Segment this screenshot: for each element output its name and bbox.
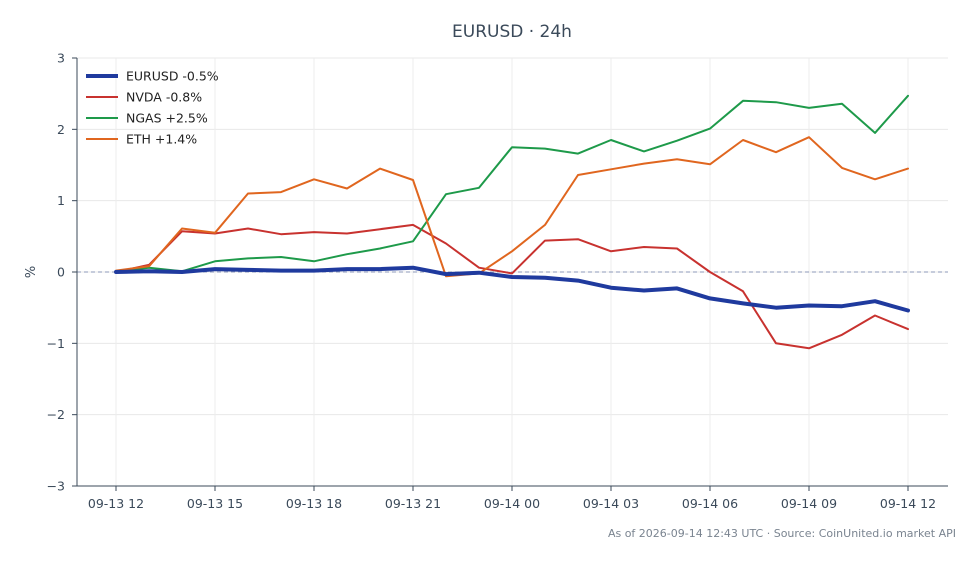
series-line-ngas xyxy=(115,94,909,273)
legend: EURUSD -0.5% NVDA -0.8% NGAS +2.5% ETH +1.4… xyxy=(86,69,219,147)
y-tick-label: 3 xyxy=(57,51,65,66)
footer-source: As of 2026-09-14 12:43 UTC · Source: Coi… xyxy=(608,527,956,540)
y-tick-label: 2 xyxy=(57,122,65,137)
y-tick-label: −1 xyxy=(47,336,65,351)
chart-title: EURUSD · 24h xyxy=(452,22,572,42)
legend-label-eth: ETH +1.4% xyxy=(126,132,197,147)
x-tick-label: 09-14 06 xyxy=(682,496,738,511)
series-line-eurusd xyxy=(114,265,910,313)
x-tick-label: 09-14 00 xyxy=(484,496,540,511)
legend-label-ngas: NGAS +2.5% xyxy=(126,111,208,126)
series-line-nvda xyxy=(115,223,909,350)
y-tick-label: −2 xyxy=(47,407,65,422)
x-tick-label: 09-13 15 xyxy=(187,496,243,511)
series-layer xyxy=(114,94,910,350)
x-tick-label: 09-14 03 xyxy=(583,496,639,511)
x-tick-label: 09-14 09 xyxy=(781,496,837,511)
series-line-eth xyxy=(115,136,909,278)
x-tick-label: 09-13 21 xyxy=(385,496,441,511)
y-axis-label: % xyxy=(24,266,39,278)
y-tick-label: −3 xyxy=(47,479,65,494)
y-tick-label: 1 xyxy=(57,193,65,208)
y-tick-label: 0 xyxy=(57,265,65,280)
legend-label-nvda: NVDA -0.8% xyxy=(126,90,202,105)
legend-label-eurusd: EURUSD -0.5% xyxy=(126,69,219,84)
x-tick-label: 09-13 12 xyxy=(88,496,144,511)
axes: −3 −2 −1 0 1 2 3 09-13 12 09-13 15 09-13 18 09-13 … xyxy=(47,51,948,511)
x-tick-label: 09-14 12 xyxy=(880,496,936,511)
x-tick-label: 09-13 18 xyxy=(286,496,342,511)
